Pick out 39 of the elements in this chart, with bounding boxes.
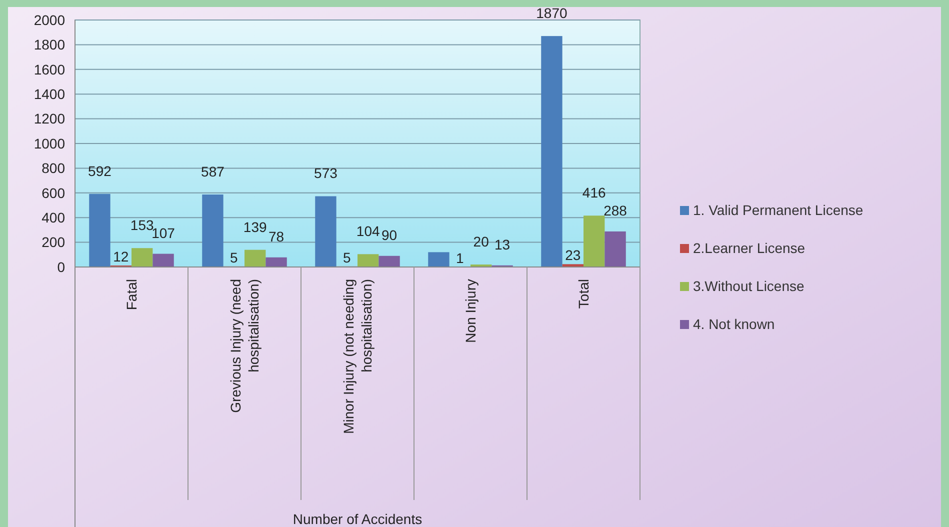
y-tick-label: 2000 [34, 12, 66, 28]
data-label: 20 [473, 234, 490, 250]
data-label: 288 [604, 202, 628, 218]
data-label: 573 [314, 165, 338, 182]
x-tick-label: Minor Injury (not needing hospitalisation) [340, 279, 374, 434]
y-tick-label: 1600 [34, 61, 66, 78]
legend-label: 1. Valid Permanent License [693, 202, 864, 218]
data-label: 23 [565, 247, 581, 264]
data-label: 1 [456, 250, 464, 266]
data-label: 90 [381, 226, 398, 243]
y-tick-label: 1000 [34, 135, 66, 152]
y-tick-label: 200 [42, 234, 66, 250]
x-tick-label: Fatal [123, 279, 140, 310]
y-tick-label: 400 [42, 210, 66, 226]
text: Number of Accidents [292, 511, 422, 527]
y-tick-label: 600 [42, 184, 66, 201]
data-label: 5 [343, 249, 352, 266]
y-tick-label: 800 [42, 160, 66, 176]
x-tick-label: Grevious Injury (need hospitalisation) [227, 279, 262, 413]
data-label: 592 [88, 162, 112, 179]
legend-label: 4. Not known [693, 316, 775, 332]
data-label: 12 [113, 248, 129, 265]
y-tick-label: 0 [57, 258, 66, 275]
data-label: 587 [201, 164, 225, 180]
data-label: 13 [494, 236, 510, 252]
data-label: 139 [243, 218, 267, 235]
y-tick-label: 1400 [34, 86, 66, 102]
x-tick-label: Non Injury [462, 279, 478, 343]
data-label: 104 [356, 223, 380, 240]
legend-label: 3.Without License [693, 278, 804, 294]
y-tick-label: 1800 [34, 36, 66, 53]
data-label: 416 [582, 184, 606, 201]
data-label: 153 [130, 217, 154, 234]
data-label: 78 [268, 228, 284, 244]
legend-label: 2.Learner License [693, 240, 806, 256]
data-label: 5 [230, 249, 238, 266]
y-tick-label: 1200 [34, 110, 66, 127]
data-label: 1870 [536, 5, 568, 22]
x-tick-label: Total [575, 279, 592, 309]
